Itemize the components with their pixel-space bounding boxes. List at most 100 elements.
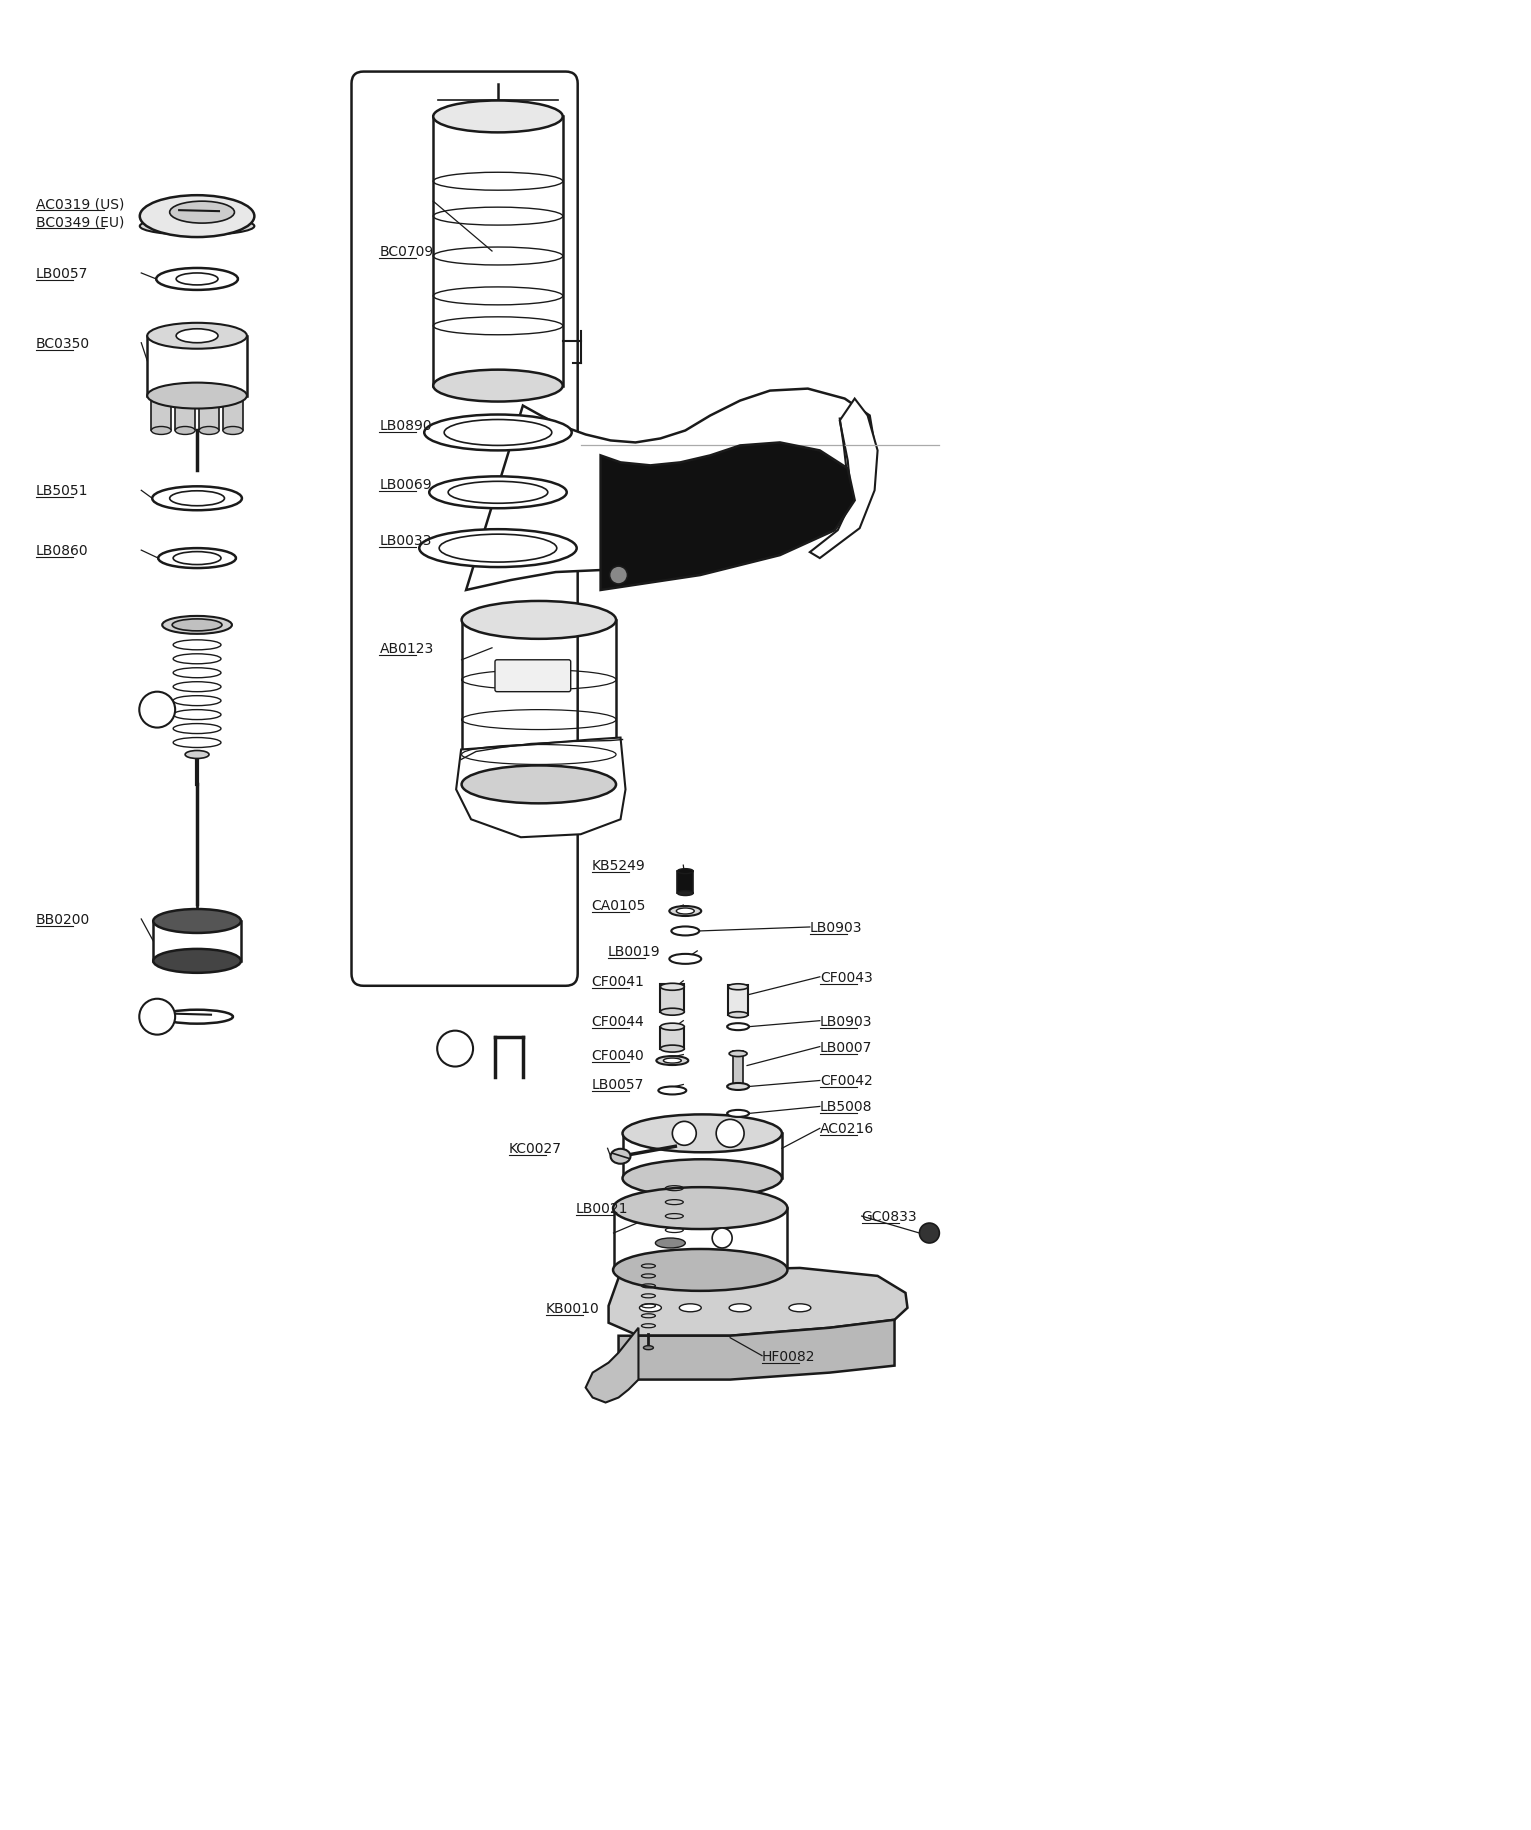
Circle shape: [438, 1030, 473, 1067]
Ellipse shape: [419, 531, 577, 567]
Text: LB0019: LB0019: [608, 944, 660, 959]
Ellipse shape: [462, 767, 615, 803]
Text: A: A: [450, 1041, 461, 1056]
Circle shape: [920, 1224, 940, 1243]
Text: LB0903: LB0903: [819, 1014, 873, 1028]
Ellipse shape: [660, 1008, 684, 1016]
Bar: [152, 401, 171, 432]
Text: LB0057: LB0057: [35, 267, 89, 280]
Text: C: C: [152, 1010, 162, 1025]
Ellipse shape: [623, 1160, 782, 1197]
Ellipse shape: [663, 1058, 681, 1063]
Circle shape: [672, 1122, 697, 1146]
Bar: [677, 871, 694, 893]
Bar: [224, 401, 243, 432]
Ellipse shape: [444, 421, 551, 447]
Text: BC0350: BC0350: [35, 337, 90, 351]
Ellipse shape: [439, 534, 557, 564]
Bar: [175, 401, 194, 432]
Ellipse shape: [424, 415, 571, 452]
Ellipse shape: [643, 1345, 654, 1351]
Polygon shape: [619, 1319, 894, 1380]
Ellipse shape: [623, 1114, 782, 1153]
Ellipse shape: [156, 269, 237, 291]
Ellipse shape: [669, 955, 701, 964]
Text: LB5008: LB5008: [819, 1100, 873, 1114]
Ellipse shape: [729, 985, 749, 990]
Text: CF0043: CF0043: [819, 970, 873, 985]
Ellipse shape: [173, 553, 220, 565]
Ellipse shape: [175, 426, 194, 436]
Circle shape: [712, 1228, 732, 1248]
Ellipse shape: [176, 274, 217, 285]
Ellipse shape: [139, 218, 254, 236]
Text: AC0216: AC0216: [819, 1122, 874, 1136]
Ellipse shape: [170, 201, 234, 223]
Ellipse shape: [224, 426, 243, 436]
Text: KB0010: KB0010: [545, 1301, 600, 1316]
Ellipse shape: [158, 549, 236, 569]
Polygon shape: [465, 390, 874, 591]
Polygon shape: [600, 443, 854, 591]
Ellipse shape: [147, 324, 246, 350]
Polygon shape: [810, 399, 877, 558]
Ellipse shape: [729, 1012, 749, 1017]
Ellipse shape: [152, 487, 242, 511]
Ellipse shape: [429, 478, 566, 509]
Ellipse shape: [433, 370, 563, 403]
Ellipse shape: [657, 1056, 689, 1065]
Ellipse shape: [176, 329, 217, 344]
Ellipse shape: [611, 1149, 631, 1164]
Text: LB0033: LB0033: [380, 534, 432, 547]
Bar: [199, 401, 219, 432]
Ellipse shape: [433, 101, 563, 134]
Text: KB5249: KB5249: [591, 858, 646, 873]
Ellipse shape: [655, 1239, 686, 1248]
Text: LB0007: LB0007: [819, 1039, 873, 1054]
Text: CF0040: CF0040: [591, 1049, 645, 1061]
Bar: [729, 985, 749, 1016]
Circle shape: [139, 999, 175, 1036]
Ellipse shape: [680, 1305, 701, 1312]
Ellipse shape: [677, 869, 694, 875]
Ellipse shape: [152, 426, 171, 436]
Text: CA0105: CA0105: [591, 899, 646, 913]
Polygon shape: [586, 1329, 638, 1404]
Text: LB0860: LB0860: [35, 544, 89, 558]
Text: B: B: [152, 703, 162, 717]
Text: AC0319 (US): AC0319 (US): [35, 198, 124, 210]
Ellipse shape: [677, 908, 694, 915]
Ellipse shape: [147, 384, 246, 410]
Text: LB0903: LB0903: [810, 920, 862, 935]
Text: SENCO: SENCO: [511, 672, 554, 681]
Polygon shape: [456, 737, 626, 838]
Text: GC0833: GC0833: [862, 1210, 917, 1224]
Text: BC0709: BC0709: [380, 245, 433, 258]
Ellipse shape: [669, 906, 701, 917]
Ellipse shape: [185, 750, 210, 759]
Ellipse shape: [727, 1023, 749, 1030]
Ellipse shape: [671, 928, 700, 935]
Ellipse shape: [729, 1305, 752, 1312]
Circle shape: [139, 692, 175, 728]
Ellipse shape: [462, 602, 615, 639]
Text: CF0041: CF0041: [591, 974, 645, 988]
Ellipse shape: [727, 1083, 749, 1091]
Circle shape: [717, 1120, 744, 1147]
Ellipse shape: [153, 950, 240, 974]
Text: CF0042: CF0042: [819, 1074, 873, 1087]
Ellipse shape: [658, 1087, 686, 1094]
Ellipse shape: [788, 1305, 811, 1312]
Ellipse shape: [170, 492, 225, 507]
Ellipse shape: [729, 1050, 747, 1058]
Ellipse shape: [660, 1023, 684, 1030]
Circle shape: [609, 567, 628, 586]
Text: CF0044: CF0044: [591, 1014, 645, 1028]
Ellipse shape: [161, 1010, 233, 1025]
Text: LB0069: LB0069: [380, 478, 432, 492]
Text: BB0200: BB0200: [35, 913, 90, 926]
Text: LB5051: LB5051: [35, 483, 89, 498]
Text: HF0082: HF0082: [762, 1349, 816, 1363]
Text: AB0123: AB0123: [380, 642, 433, 655]
Ellipse shape: [162, 617, 231, 635]
